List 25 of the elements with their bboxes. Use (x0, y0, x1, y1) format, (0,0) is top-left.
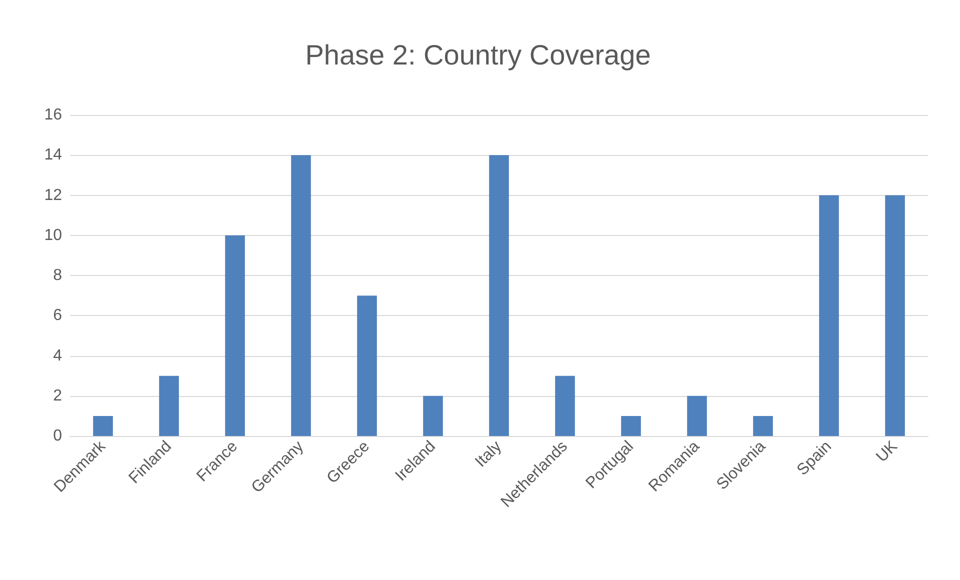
bar (621, 416, 641, 436)
y-tick-label: 8 (53, 267, 62, 284)
bar (291, 155, 311, 436)
bar (753, 416, 773, 436)
y-tick-label: 10 (44, 226, 62, 244)
bar (93, 416, 113, 436)
bar (819, 195, 839, 436)
bar (225, 235, 245, 436)
x-tick-label: Italy (472, 438, 506, 471)
bar (555, 376, 575, 436)
x-tick-label: UK (873, 438, 902, 466)
bar (423, 396, 443, 436)
y-tick-label: 12 (44, 186, 62, 204)
y-tick-label: 6 (53, 307, 62, 324)
bar (687, 396, 707, 436)
bar (489, 155, 509, 436)
bar (159, 376, 179, 436)
y-tick-label: 14 (44, 146, 62, 164)
bar (357, 296, 377, 436)
y-tick-label: 0 (53, 428, 62, 444)
bar (885, 195, 905, 436)
y-tick-label: 2 (53, 387, 62, 404)
y-tick-label: 16 (44, 106, 62, 124)
chart-title: Phase 2: Country Coverage (305, 40, 651, 70)
y-tick-label: 4 (53, 347, 62, 364)
